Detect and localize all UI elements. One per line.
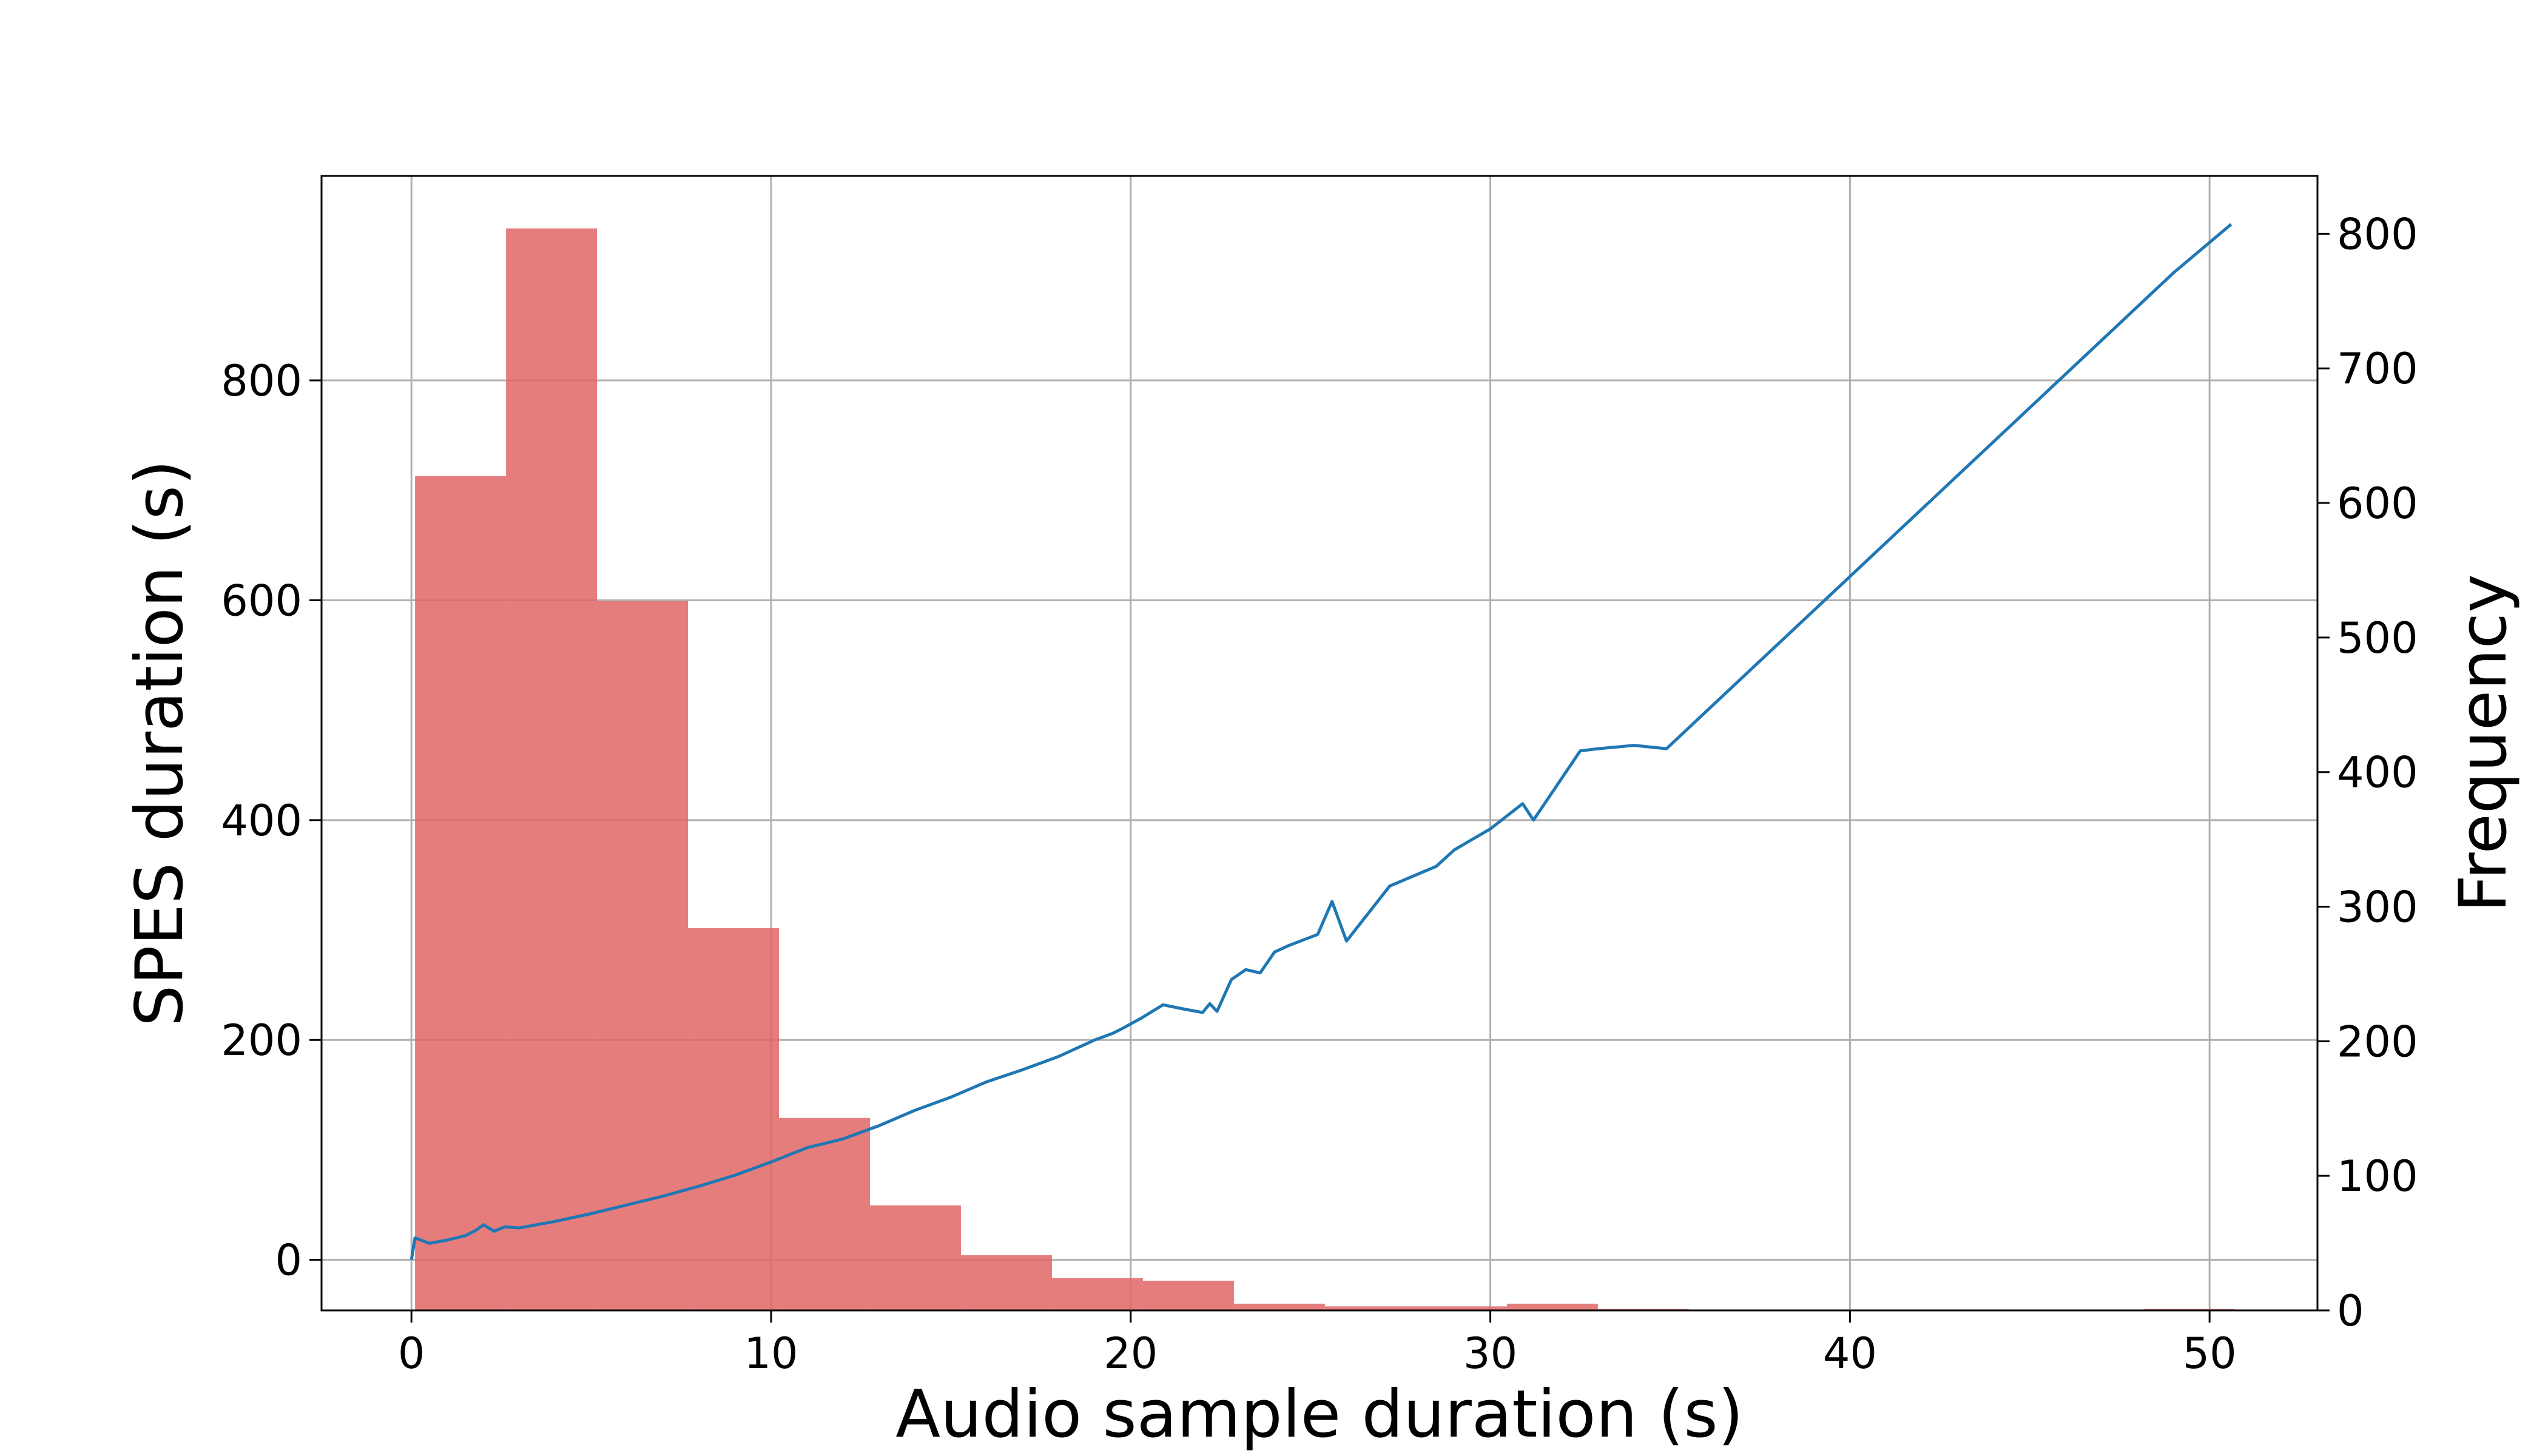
x-axis-title: Audio sample duration (s) xyxy=(895,1377,1744,1452)
axis-ticks xyxy=(309,232,2330,1323)
histogram-bar xyxy=(1324,1306,1416,1310)
x-tick-label: 30 xyxy=(1463,1329,1517,1378)
histogram-bar xyxy=(960,1255,1052,1310)
y-left-tick-label: 200 xyxy=(221,1016,302,1065)
y-axis-right-title: Frequency xyxy=(2445,574,2521,912)
y-right-tick-label: 800 xyxy=(2337,209,2418,259)
histogram-bar xyxy=(1233,1303,1325,1310)
histogram-bar xyxy=(688,928,780,1310)
y-right-tick-label: 700 xyxy=(2337,344,2418,394)
histogram-bar xyxy=(1142,1281,1234,1310)
histogram-bar xyxy=(506,228,598,1310)
histogram-bar xyxy=(1506,1303,1598,1310)
y-right-tick-label: 400 xyxy=(2337,748,2418,798)
histogram-bar xyxy=(1051,1278,1143,1310)
x-tick-label: 50 xyxy=(2183,1329,2237,1378)
x-tick-label: 0 xyxy=(398,1329,425,1378)
y-right-tick-label: 0 xyxy=(2337,1286,2364,1336)
histogram-bar xyxy=(870,1205,961,1310)
x-tick-label: 20 xyxy=(1104,1329,1158,1378)
histogram-bar xyxy=(597,601,689,1311)
line-series xyxy=(410,223,2233,1261)
histogram-bar xyxy=(415,476,507,1310)
x-tick-label: 40 xyxy=(1823,1329,1877,1378)
histogram-bars xyxy=(415,228,2235,1311)
histogram-bar xyxy=(779,1117,871,1310)
y-axis-left-title: SPES duration (s) xyxy=(122,460,198,1026)
y-right-tick-label: 100 xyxy=(2337,1151,2418,1201)
y-right-tick-label: 600 xyxy=(2337,479,2418,528)
y-right-tick-label: 300 xyxy=(2337,883,2418,932)
line-series-path xyxy=(410,223,2233,1261)
x-tick-label: 10 xyxy=(744,1329,798,1378)
y-right-tick-label: 200 xyxy=(2337,1017,2418,1067)
y-left-tick-label: 600 xyxy=(221,576,302,625)
y-left-tick-label: 400 xyxy=(221,796,302,846)
tick-labels: 0 10 20 30 40 5002004006008000100200300400500… xyxy=(221,209,2418,1378)
y-left-tick-label: 0 xyxy=(275,1236,302,1286)
histogram-bar xyxy=(1415,1306,1507,1310)
y-right-tick-label: 500 xyxy=(2337,613,2418,663)
plot-frame xyxy=(320,175,2319,1312)
y-left-tick-label: 800 xyxy=(221,356,302,406)
